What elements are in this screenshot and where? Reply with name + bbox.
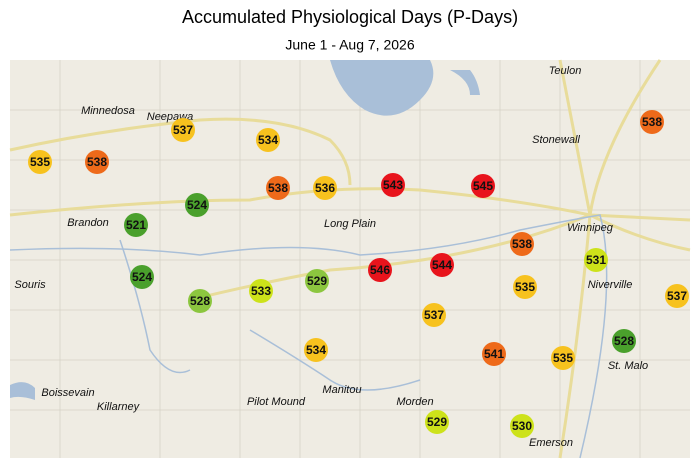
basemap (9, 59, 691, 459)
station-marker (130, 265, 154, 289)
subtitle: June 1 - Aug 7, 2026 (285, 37, 414, 53)
station-value: 533 (251, 284, 271, 298)
station-value: 535 (515, 280, 535, 294)
station-marker (482, 342, 506, 366)
station-marker (665, 284, 689, 308)
station-value: 538 (512, 237, 532, 251)
station-value: 524 (132, 270, 152, 284)
station-marker (368, 258, 392, 282)
station-marker (304, 338, 328, 362)
place-label: Boissevain (41, 387, 94, 399)
station-value: 529 (427, 415, 447, 429)
place-label: Morden (396, 396, 433, 408)
stations: 535 538 537 534 538 536 543 545 524 521 538 531 524 5… (28, 110, 689, 438)
station-value: 538 (268, 181, 288, 195)
station-marker (612, 329, 636, 353)
station-marker (124, 213, 148, 237)
station-marker (28, 150, 52, 174)
station-marker (249, 279, 273, 303)
station-value: 541 (484, 347, 504, 361)
station-value: 528 (614, 334, 634, 348)
station-value: 535 (30, 155, 50, 169)
station-marker (551, 346, 575, 370)
station-value: 530 (512, 419, 532, 433)
station-marker (510, 232, 534, 256)
station-value: 529 (307, 274, 327, 288)
station-marker (185, 193, 209, 217)
place-label: Stonewall (532, 134, 580, 146)
station-value: 538 (642, 115, 662, 129)
station-marker (471, 174, 495, 198)
station-marker (313, 176, 337, 200)
place-label: Niverville (588, 279, 633, 291)
station-value: 535 (553, 351, 573, 365)
station-value: 543 (383, 178, 403, 192)
title: Accumulated Physiological Days (P-Days) (182, 7, 518, 27)
station-value: 521 (126, 218, 146, 232)
station-marker (422, 303, 446, 327)
place-label: St. Malo (608, 360, 648, 372)
station-value: 544 (432, 258, 452, 272)
place-label: Pilot Mound (247, 396, 306, 408)
station-value: 538 (87, 155, 107, 169)
station-value: 528 (190, 294, 210, 308)
station-value: 537 (173, 123, 193, 137)
station-value: 537 (667, 289, 687, 303)
place-label: Long Plain (324, 218, 376, 230)
place-label: Brandon (67, 217, 109, 229)
place-label: Minnedosa (81, 105, 135, 117)
place-label: Killarney (97, 401, 141, 413)
place-label: Souris (14, 279, 46, 291)
station-marker (188, 289, 212, 313)
station-marker (171, 118, 195, 142)
station-value: 534 (306, 343, 326, 357)
station-marker (256, 128, 280, 152)
station-value: 545 (473, 179, 493, 193)
place-label: Teulon (549, 65, 582, 77)
station-marker (85, 150, 109, 174)
station-marker (640, 110, 664, 134)
station-value: 524 (187, 198, 207, 212)
station-marker (430, 253, 454, 277)
station-marker (381, 173, 405, 197)
station-value: 537 (424, 308, 444, 322)
station-value: 546 (370, 263, 390, 277)
station-marker (513, 275, 537, 299)
station-value: 531 (586, 253, 606, 267)
station-value: 534 (258, 133, 278, 147)
station-marker (425, 410, 449, 434)
station-marker (305, 269, 329, 293)
place-label: Emerson (529, 437, 573, 449)
station-marker (584, 248, 608, 272)
station-marker (510, 414, 534, 438)
place-label: Winnipeg (567, 222, 614, 234)
place-label: Manitou (322, 384, 361, 396)
station-value: 536 (315, 181, 335, 195)
station-marker (266, 176, 290, 200)
